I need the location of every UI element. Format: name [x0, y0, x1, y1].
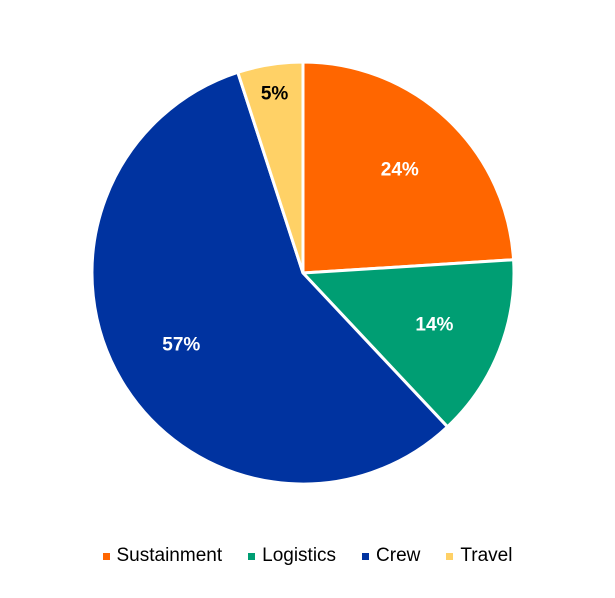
- pie-slice-crew: [90, 70, 449, 486]
- legend-item-travel: Travel: [446, 545, 512, 567]
- legend-label-logistics: Logistics: [262, 545, 337, 566]
- legend-label-sustainment: Sustainment: [116, 545, 223, 566]
- legend-label-crew: Crew: [376, 545, 421, 566]
- data-label-logistics: 14%: [415, 315, 453, 336]
- pie-slice-sustainment: [301, 60, 516, 275]
- pie-data-labels: 24% 14% 57% 5%: [162, 83, 453, 355]
- pie-slice-logistics: [301, 258, 516, 429]
- legend-swatch-crew: [362, 552, 370, 560]
- legend-item-logistics: Logistics: [248, 545, 336, 567]
- legend-item-crew: Crew: [362, 545, 420, 567]
- legend-swatch-sustainment: [102, 552, 110, 560]
- chart-legend: Sustainment Logistics Crew Travel: [0, 545, 615, 567]
- legend-item-sustainment: Sustainment: [102, 545, 223, 567]
- pie-slice-travel: [236, 60, 305, 275]
- data-label-sustainment: 24%: [381, 159, 419, 180]
- legend-swatch-travel: [446, 552, 454, 560]
- data-label-travel: 5%: [261, 83, 289, 104]
- legend-label-travel: Travel: [460, 545, 513, 566]
- data-label-crew: 57%: [162, 335, 200, 356]
- legend-swatch-logistics: [248, 552, 256, 560]
- pie-slices: [90, 60, 516, 486]
